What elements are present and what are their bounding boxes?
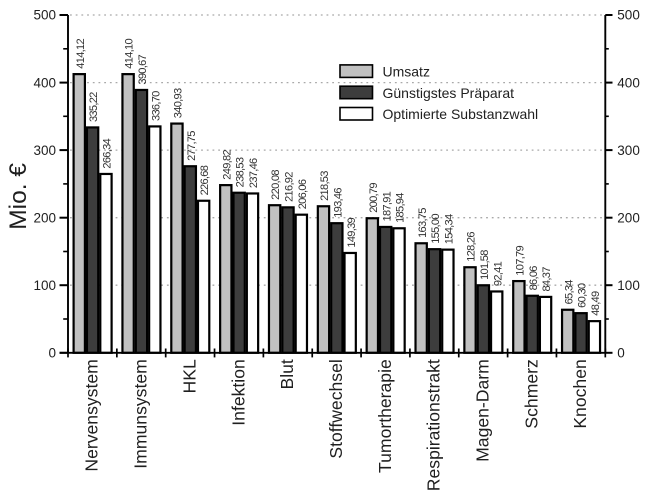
svg-text:107,79: 107,79 [515,246,527,276]
svg-text:Nervensystem: Nervensystem [82,359,102,471]
svg-text:Mio. €: Mio. € [5,163,32,230]
svg-text:500: 500 [33,8,56,23]
svg-text:Immunsystem: Immunsystem [131,359,151,469]
svg-text:277,75: 277,75 [186,131,198,161]
svg-text:238,53: 238,53 [235,157,247,187]
svg-text:220,08: 220,08 [270,170,282,200]
svg-text:Stoffwechsel: Stoffwechsel [326,359,346,458]
svg-text:Respirationstrakt: Respirationstrakt [424,359,444,491]
svg-text:154,34: 154,34 [444,214,456,244]
svg-text:128,26: 128,26 [466,232,478,262]
svg-text:0: 0 [617,346,625,361]
svg-text:Magen-Darm: Magen-Darm [473,359,493,462]
svg-text:84,37: 84,37 [541,267,553,292]
svg-text:Günstigstes Präparat: Günstigstes Präparat [383,85,515,101]
svg-text:Knochen: Knochen [570,359,590,428]
svg-text:Infektion: Infektion [228,359,248,426]
svg-text:200,79: 200,79 [368,183,380,213]
svg-text:100: 100 [617,278,640,293]
svg-text:249,82: 249,82 [221,150,233,180]
svg-text:266,34: 266,34 [102,138,114,168]
svg-text:149,39: 149,39 [346,217,358,247]
svg-text:206,06: 206,06 [297,179,309,209]
svg-text:163,75: 163,75 [417,208,429,238]
svg-text:65,34: 65,34 [563,280,575,305]
svg-text:Umsatz: Umsatz [383,64,430,80]
svg-text:336,70: 336,70 [150,91,162,121]
svg-text:HKL: HKL [179,359,199,393]
svg-text:340,93: 340,93 [173,88,185,118]
svg-text:86,06: 86,06 [528,266,540,291]
svg-text:300: 300 [617,143,640,158]
svg-text:218,53: 218,53 [319,171,331,201]
svg-text:400: 400 [617,75,640,90]
svg-text:101,58: 101,58 [479,250,491,280]
svg-text:48,49: 48,49 [590,291,602,316]
svg-text:155,00: 155,00 [430,214,442,244]
svg-text:400: 400 [33,75,56,90]
svg-text:100: 100 [33,278,56,293]
svg-text:187,91: 187,91 [381,191,393,221]
svg-text:0: 0 [48,346,56,361]
svg-text:60,30: 60,30 [577,283,589,308]
svg-text:200: 200 [617,210,640,225]
svg-text:Optimierte Substanzwahl: Optimierte Substanzwahl [383,106,539,122]
svg-text:92,41: 92,41 [492,261,504,286]
svg-text:390,67: 390,67 [137,54,149,84]
svg-text:237,46: 237,46 [248,158,260,188]
svg-text:300: 300 [33,143,56,158]
svg-text:226,68: 226,68 [199,165,211,195]
svg-text:185,94: 185,94 [395,193,407,223]
svg-text:216,92: 216,92 [284,172,296,202]
svg-text:Schmerz: Schmerz [521,359,541,428]
svg-text:414,10: 414,10 [124,39,136,69]
svg-text:335,22: 335,22 [88,92,100,122]
svg-text:414,12: 414,12 [75,39,87,69]
svg-text:200: 200 [33,210,56,225]
svg-text:500: 500 [617,8,640,23]
svg-text:Blut: Blut [277,359,297,389]
svg-text:Tumortherapie: Tumortherapie [375,359,395,473]
svg-text:193,46: 193,46 [332,188,344,218]
